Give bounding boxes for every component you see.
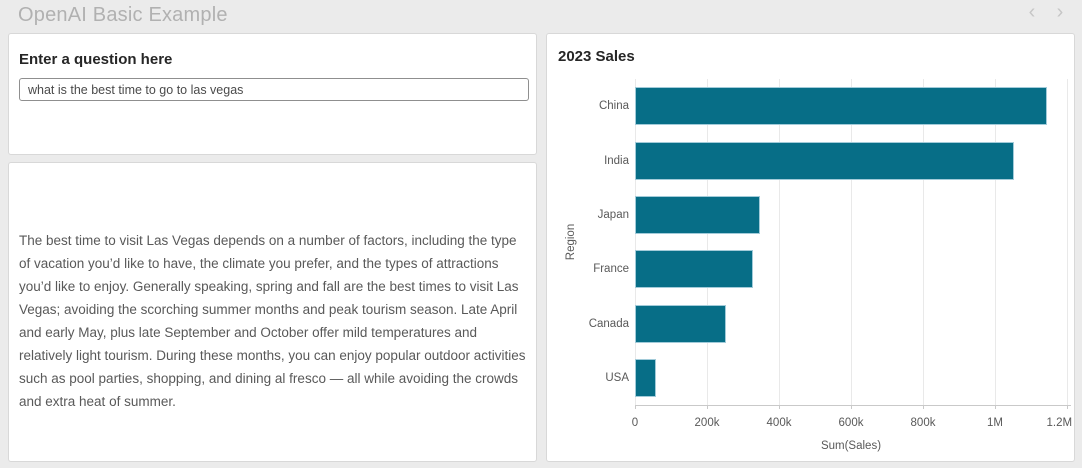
axis-tick bbox=[779, 405, 780, 409]
x-tick-label: 800k bbox=[910, 417, 936, 429]
bar-japan[interactable] bbox=[635, 195, 760, 234]
bar-india[interactable] bbox=[635, 141, 1014, 180]
x-tick-label: 0 bbox=[631, 417, 639, 429]
axis-tick bbox=[923, 405, 924, 409]
axis-tick bbox=[851, 405, 852, 409]
question-panel: Enter a question here bbox=[8, 33, 537, 155]
chart-title: 2023 Sales bbox=[558, 48, 635, 65]
gridline bbox=[1067, 79, 1068, 405]
x-tick-label: 1.2M bbox=[1046, 417, 1073, 429]
x-axis-line bbox=[635, 405, 1071, 406]
x-axis-title: Sum(Sales) bbox=[820, 440, 882, 452]
gridline bbox=[923, 79, 924, 405]
category-label: China bbox=[598, 100, 629, 113]
x-tick-label: 200k bbox=[694, 417, 720, 429]
chevron-right-icon[interactable]: › bbox=[1056, 1, 1064, 23]
app-title: OpenAI Basic Example bbox=[18, 4, 228, 26]
x-tick-label: 400k bbox=[766, 417, 792, 429]
gridline bbox=[851, 79, 852, 405]
gridline bbox=[779, 79, 780, 405]
answer-text: The best time to visit Las Vegas depends… bbox=[19, 233, 526, 409]
x-tick-label: 600k bbox=[838, 417, 864, 429]
y-axis-title: Region bbox=[565, 223, 577, 261]
bar-canada[interactable] bbox=[635, 304, 726, 343]
category-label: France bbox=[593, 263, 629, 276]
gridline bbox=[635, 79, 636, 405]
chevron-left-icon[interactable]: ‹ bbox=[1028, 1, 1036, 23]
category-label: Canada bbox=[588, 317, 629, 330]
bar-france[interactable] bbox=[635, 250, 753, 289]
question-panel-title: Enter a question here bbox=[19, 51, 173, 68]
category-label: Japan bbox=[597, 208, 629, 221]
x-tick-label: 1M bbox=[987, 417, 1003, 429]
gridline bbox=[995, 79, 996, 405]
bar-chart: 0 200k 400k 600k 800k 1M 1.2M China India Japan Fr… bbox=[547, 34, 1074, 461]
app-header: OpenAI Basic Example ‹ › bbox=[0, 0, 1082, 30]
axis-tick bbox=[1067, 405, 1068, 409]
axis-tick bbox=[707, 405, 708, 409]
axis-tick bbox=[995, 405, 996, 409]
question-input[interactable] bbox=[19, 78, 529, 101]
bar-usa[interactable] bbox=[635, 358, 656, 397]
gridline bbox=[707, 79, 708, 405]
chart-panel: 2023 Sales 0 200k 400k 600k 800k 1M 1.2M China I… bbox=[546, 33, 1075, 462]
bar-china[interactable] bbox=[635, 87, 1047, 126]
category-label: India bbox=[604, 154, 629, 167]
category-label: USA bbox=[605, 371, 629, 384]
axis-tick bbox=[635, 405, 636, 409]
answer-panel: The best time to visit Las Vegas depends… bbox=[8, 162, 537, 462]
